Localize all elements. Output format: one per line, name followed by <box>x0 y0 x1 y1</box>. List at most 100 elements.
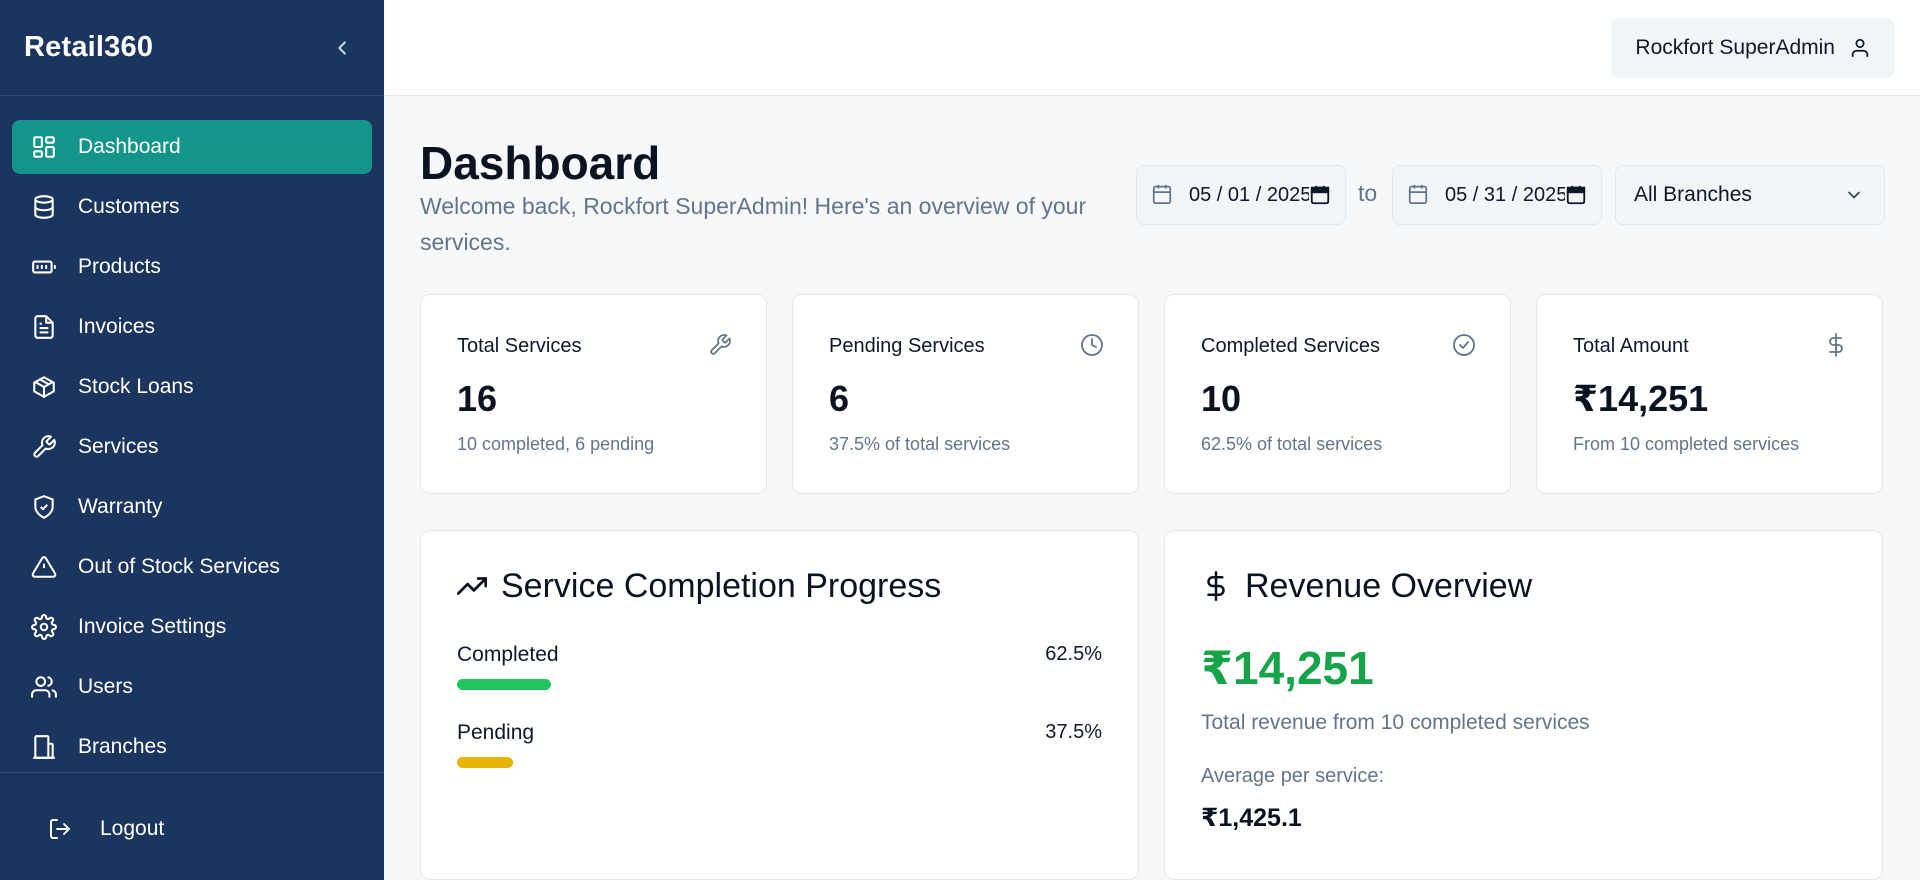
stat-card-completed-services: Completed Services 10 62.5% of total ser… <box>1164 294 1511 494</box>
stat-value: 10 <box>1201 378 1242 419</box>
average-per-service-value: ₹1,425.1 <box>1201 804 1302 832</box>
sidebar-item-invoices[interactable]: Invoices <box>12 300 372 354</box>
wrench-icon <box>30 433 58 461</box>
progress-value: 62.5% <box>1045 643 1102 665</box>
clock-icon <box>1080 333 1104 357</box>
sidebar-item-label: Invoices <box>78 315 156 338</box>
user-name: Rockfort SuperAdmin <box>1635 36 1835 59</box>
sidebar-item-label: Out of Stock Services <box>78 555 280 578</box>
sidebar-item-users[interactable]: Users <box>12 660 372 714</box>
sidebar: Retail360 Dashboard Customers Products <box>0 0 384 880</box>
sidebar-item-label: Warranty <box>78 495 163 518</box>
logout-label: Logout <box>100 817 165 840</box>
date-from-value: 05 / 01 / 2025 <box>1189 183 1312 206</box>
package-icon <box>30 373 58 401</box>
sidebar-header: Retail360 <box>0 0 384 96</box>
stat-value: ₹14,251 <box>1573 378 1709 419</box>
revenue-note: Total revenue from 10 completed services <box>1201 711 1590 734</box>
sidebar-item-label: Dashboard <box>78 135 181 158</box>
page-title: Dashboard <box>420 137 661 189</box>
gear-icon <box>30 613 58 641</box>
calendar-picker-icon[interactable] <box>1565 184 1587 206</box>
wrench-icon <box>708 333 732 357</box>
progress-bar-pending <box>457 757 514 768</box>
check-circle-icon <box>1452 333 1476 357</box>
sidebar-item-label: Invoice Settings <box>78 615 227 638</box>
revenue-overview-title-text: Revenue Overview <box>1245 567 1533 605</box>
sidebar-item-label: Customers <box>78 195 180 218</box>
date-range-separator: to <box>1358 180 1378 206</box>
progress-value: 37.5% <box>1045 721 1102 743</box>
sidebar-item-label: Products <box>78 255 161 278</box>
sidebar-item-label: Branches <box>78 735 167 758</box>
calendar-icon <box>1151 183 1175 207</box>
stat-label: Total Amount <box>1573 335 1689 357</box>
sidebar-nav: Dashboard Customers Products Invoices St… <box>0 96 384 774</box>
stat-value: 6 <box>829 378 850 419</box>
sidebar-item-dashboard[interactable]: Dashboard <box>12 120 372 174</box>
revenue-overview-title: Revenue Overview <box>1201 567 1532 606</box>
users-icon <box>30 673 58 701</box>
collapse-sidebar-button[interactable] <box>330 36 354 60</box>
stat-label: Pending Services <box>829 335 985 357</box>
user-icon <box>1849 37 1871 59</box>
battery-icon <box>30 253 58 281</box>
stat-label: Total Services <box>457 335 582 357</box>
revenue-amount: ₹14,251 <box>1201 642 1374 694</box>
calendar-icon <box>1407 183 1431 207</box>
progress-bar-completed <box>457 679 551 690</box>
stat-card-pending-services: Pending Services 6 37.5% of total servic… <box>792 294 1139 494</box>
logout-button[interactable]: Logout <box>46 815 164 843</box>
top-bar: Rockfort SuperAdmin <box>384 0 1920 96</box>
logout-icon <box>46 815 74 843</box>
calendar-picker-icon[interactable] <box>1309 184 1331 206</box>
dollar-icon <box>1201 570 1233 603</box>
date-to-input[interactable]: 05 / 31 / 2025 <box>1392 165 1602 225</box>
stat-note: From 10 completed services <box>1573 434 1800 454</box>
trending-up-icon <box>457 571 489 603</box>
sidebar-item-warranty[interactable]: Warranty <box>12 480 372 534</box>
service-completion-card: Service Completion Progress Completed 62… <box>420 530 1139 880</box>
stat-note: 62.5% of total services <box>1201 434 1383 454</box>
dollar-icon <box>1824 333 1848 357</box>
file-text-icon <box>30 313 58 341</box>
user-menu-button[interactable]: Rockfort SuperAdmin <box>1611 18 1895 78</box>
grid-icon <box>30 133 58 161</box>
progress-label: Completed <box>457 643 559 666</box>
stat-label: Completed Services <box>1201 335 1380 357</box>
sidebar-item-out-of-stock-services[interactable]: Out of Stock Services <box>12 540 372 594</box>
stat-card-total-services: Total Services 16 10 completed, 6 pendin… <box>420 294 767 494</box>
progress-track <box>457 757 1102 768</box>
progress-row-completed: Completed 62.5% <box>457 643 1102 690</box>
sidebar-item-customers[interactable]: Customers <box>12 180 372 234</box>
service-completion-title-text: Service Completion Progress <box>501 567 942 605</box>
stat-value: 16 <box>457 378 498 419</box>
date-to-value: 05 / 31 / 2025 <box>1445 183 1568 206</box>
page-subtitle: Welcome back, Rockfort SuperAdmin! Here'… <box>420 193 1087 255</box>
stat-note: 10 completed, 6 pending <box>457 434 655 454</box>
alert-triangle-icon <box>30 553 58 581</box>
sidebar-item-label: Stock Loans <box>78 375 194 398</box>
progress-row-pending: Pending 37.5% <box>457 721 1102 768</box>
sidebar-item-stock-loans[interactable]: Stock Loans <box>12 360 372 414</box>
sidebar-item-label: Users <box>78 675 133 698</box>
chevron-down-icon <box>1848 191 1860 199</box>
progress-label: Pending <box>457 721 535 744</box>
sidebar-item-invoice-settings[interactable]: Invoice Settings <box>12 600 372 654</box>
branch-select[interactable]: All Branches <box>1615 165 1885 225</box>
sidebar-item-products[interactable]: Products <box>12 240 372 294</box>
building-icon <box>30 733 58 761</box>
sidebar-item-branches[interactable]: Branches <box>12 720 372 774</box>
stat-card-total-amount: Total Amount ₹14,251 From 10 completed s… <box>1536 294 1883 494</box>
shield-check-icon <box>30 493 58 521</box>
sidebar-item-services[interactable]: Services <box>12 420 372 474</box>
sidebar-footer: Logout <box>0 772 384 880</box>
revenue-overview-card: Revenue Overview ₹14,251 Total revenue f… <box>1164 530 1883 880</box>
average-per-service-label: Average per service: <box>1201 765 1385 787</box>
sidebar-item-label: Services <box>78 435 159 458</box>
service-completion-title: Service Completion Progress <box>457 567 941 606</box>
progress-track <box>457 679 1102 690</box>
chevron-left-icon <box>338 40 346 55</box>
date-from-input[interactable]: 05 / 01 / 2025 <box>1136 165 1346 225</box>
branch-select-value: All Branches <box>1634 183 1752 206</box>
